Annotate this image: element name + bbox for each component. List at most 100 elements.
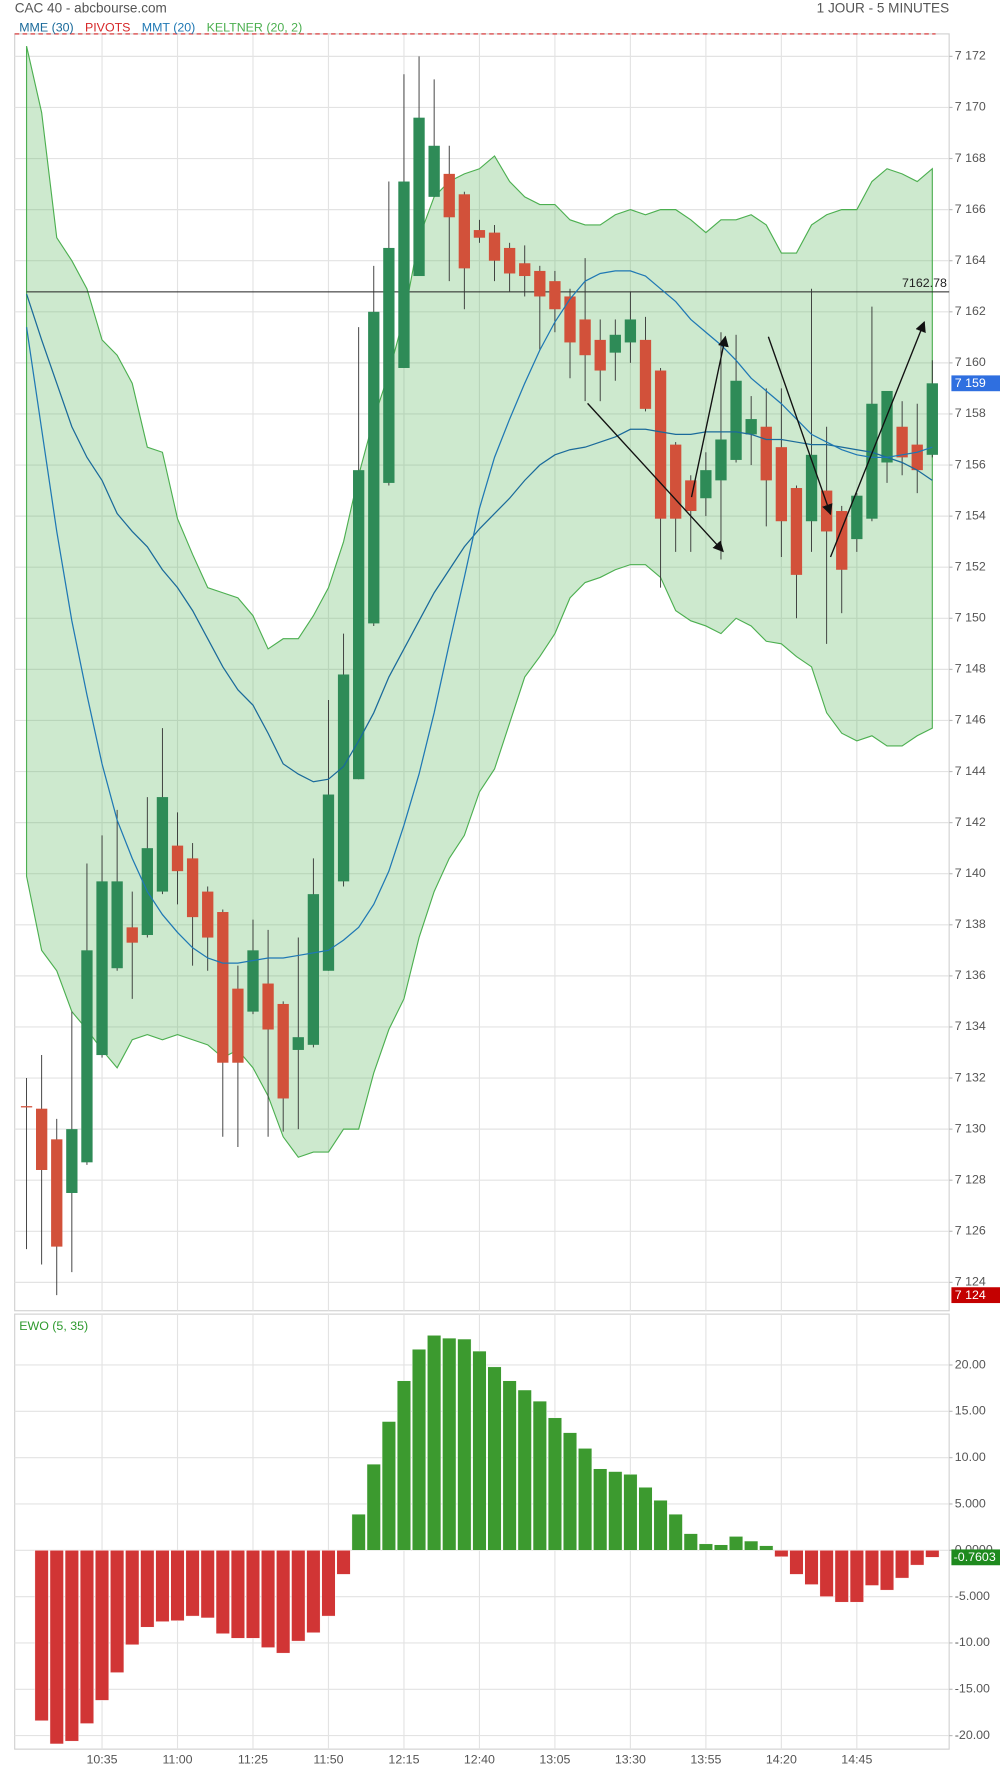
ewo-bar [698, 1543, 713, 1551]
ewo-bar [261, 1550, 276, 1648]
y-tick-label: 7 154 [955, 508, 986, 522]
y-tick-label: 10.00 [955, 1450, 986, 1464]
candle-body [609, 334, 621, 353]
y-tick-label: -5.000 [955, 1589, 990, 1603]
y-tick-label: 7 158 [955, 406, 986, 420]
ewo-bar [457, 1338, 472, 1551]
panel-title: EWO (5, 35) [19, 1319, 88, 1333]
ewo-bar [804, 1550, 819, 1585]
candle-body [639, 339, 652, 409]
candle-body [564, 296, 576, 343]
y-tick-label: 7 166 [955, 202, 986, 216]
y-tick-label: -10.00 [955, 1635, 990, 1649]
ewo-bar [789, 1550, 804, 1575]
candle-body [775, 447, 788, 522]
candle-body [519, 263, 531, 277]
y-tick-label: 7 172 [955, 49, 986, 63]
ewo-bar [125, 1550, 140, 1646]
candle-body [66, 1129, 78, 1193]
y-tick-label: 20.00 [955, 1357, 986, 1371]
x-tick-label: 10:35 [87, 1753, 118, 1767]
ewo-bar [925, 1550, 940, 1558]
ewo-bar [532, 1400, 547, 1551]
ewo-bar [396, 1380, 411, 1551]
legend-entry: PIVOTS [85, 21, 130, 35]
trend-arrows [587, 321, 926, 558]
ewo-bar [623, 1474, 638, 1551]
candle-body [398, 181, 410, 368]
ewo-bar [412, 1349, 427, 1551]
ewo-bar [895, 1550, 910, 1579]
y-tick-label: 7 124 [955, 1275, 986, 1289]
ewo-bar [321, 1550, 336, 1617]
candle-body [156, 797, 169, 892]
candle-body [896, 426, 908, 458]
ewo-bar [880, 1550, 895, 1591]
y-tick-label: 7 144 [955, 764, 986, 778]
candle-body [715, 439, 727, 481]
ewo-bar [593, 1468, 608, 1551]
reference-label: 7162.78 [902, 276, 947, 290]
y-tick-label: 7 168 [955, 151, 986, 165]
candle-body [96, 881, 108, 1056]
y-tick-label: 7 140 [955, 866, 986, 880]
ewo-bar [774, 1550, 789, 1558]
candle-body [353, 470, 365, 780]
candle-body [866, 403, 878, 519]
x-tick-label: 13:05 [539, 1753, 570, 1767]
legend-entry: MME (30) [19, 21, 73, 35]
low-tag [951, 1287, 1000, 1304]
ewo-bar [910, 1550, 925, 1566]
plot-frame [14, 1313, 950, 1750]
candle-body [232, 988, 244, 1063]
x-tick-label: 11:00 [162, 1753, 192, 1767]
ewo-bar [427, 1335, 442, 1551]
arrow [767, 336, 833, 516]
y-tick-label: 7 130 [955, 1121, 986, 1135]
candle-body [307, 894, 320, 1045]
ewo-bar [517, 1389, 532, 1551]
ewo-bar [502, 1380, 517, 1551]
y-tick-label: 7 142 [955, 815, 986, 829]
ewo-bar [729, 1536, 744, 1551]
candle-body [458, 194, 470, 269]
y-tick-label: 7 132 [955, 1070, 986, 1084]
candle-body [126, 927, 138, 943]
candle-body [790, 488, 803, 575]
ewo-bar [381, 1421, 396, 1551]
ewo-bar [563, 1432, 578, 1551]
moving-average [25, 270, 933, 964]
candle-body [730, 380, 742, 460]
ewo-bar [245, 1550, 261, 1639]
candle-body [760, 426, 772, 481]
y-tick-label: 7 160 [955, 355, 986, 369]
candle-body [171, 845, 184, 872]
y-tick-label: 7 146 [955, 713, 986, 727]
candle-body [51, 1139, 63, 1247]
ewo-bar [351, 1513, 366, 1551]
candle-body [579, 319, 591, 356]
candle-body [337, 674, 350, 882]
x-tick-label: 13:55 [690, 1753, 721, 1767]
ewo-bar [140, 1550, 155, 1628]
ewo-bar [608, 1471, 623, 1551]
y-tick-label: 7 170 [955, 100, 986, 114]
candle-body [36, 1108, 48, 1170]
ewo-bar [834, 1550, 849, 1603]
ewo-bar [215, 1550, 230, 1634]
y-tick-label: 7 138 [955, 917, 986, 931]
y-tick-label: 7 164 [955, 253, 986, 267]
candle-body [413, 117, 425, 277]
ewo-bar [487, 1366, 502, 1551]
arrow [587, 402, 724, 553]
candle-body [700, 470, 712, 499]
ewo-bar [442, 1337, 457, 1551]
candle-body [20, 1106, 33, 1108]
ewo-bar [744, 1540, 759, 1551]
ewo-bar [578, 1448, 593, 1551]
timeframe: 1 JOUR - 5 MINUTES [817, 1, 949, 16]
ewo-bar [849, 1550, 864, 1603]
candle-body [428, 145, 440, 197]
ewo-bar [170, 1550, 185, 1621]
legend-entry: KELTNER (20, 2) [207, 21, 303, 35]
